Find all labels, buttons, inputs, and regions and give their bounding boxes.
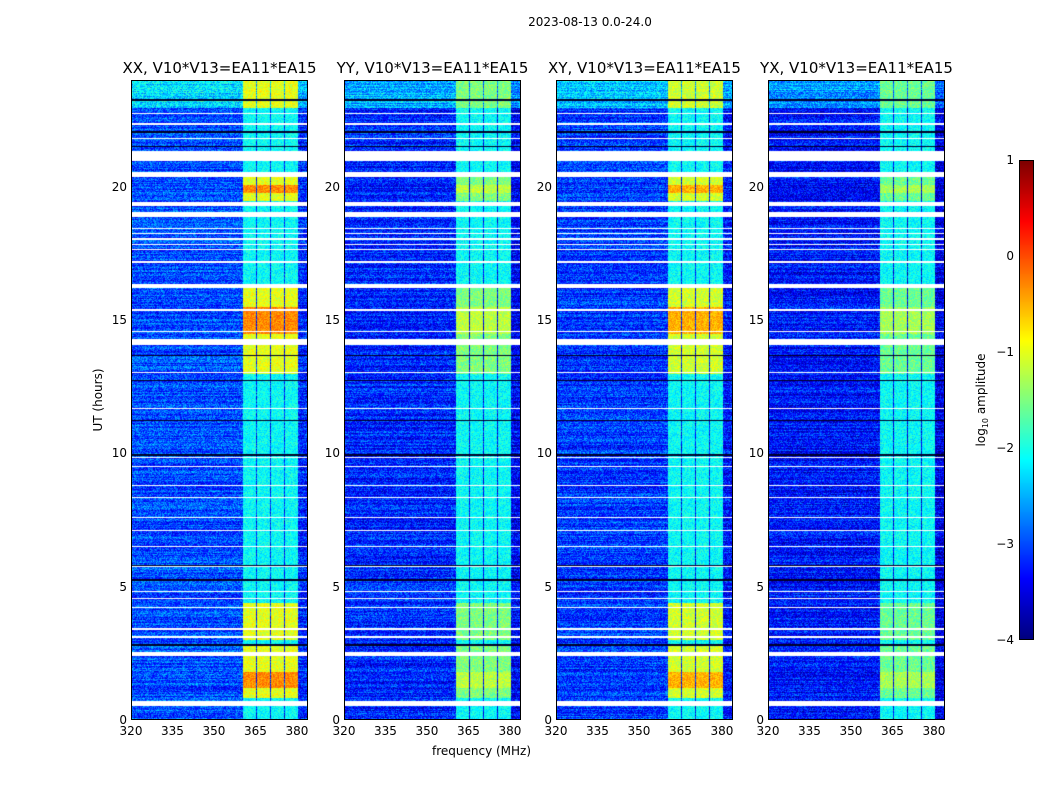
- y-tick-label: 5: [332, 579, 340, 594]
- y-tick-label: 10: [324, 446, 340, 461]
- heatmap-panel: [131, 80, 308, 720]
- x-tick-label: 380: [498, 724, 522, 738]
- x-tick-label: 380: [285, 724, 309, 738]
- y-tick-label: 10: [111, 446, 127, 461]
- x-tick-label: 380: [922, 724, 946, 738]
- heatmap-panel: [556, 80, 733, 720]
- y-tick-label: 15: [536, 313, 552, 327]
- heatmap-cells: [345, 81, 520, 719]
- panel-title: XY, V10*V13=EA11*EA15: [548, 59, 741, 77]
- y-tick-label: 10: [748, 446, 764, 461]
- y-tick-label: 20: [536, 179, 552, 194]
- colorbar-tick-label: 1: [1006, 153, 1014, 167]
- heatmap-cells: [132, 81, 307, 719]
- x-tick-label: 365: [244, 724, 267, 738]
- heatmap-cells: [769, 81, 944, 719]
- y-tick-label: 20: [324, 179, 340, 194]
- colorbar: [1019, 160, 1034, 640]
- x-tick-label: 365: [881, 724, 904, 738]
- heatmap-panel: [768, 80, 945, 720]
- x-tick-label: 320: [544, 724, 568, 738]
- colorbar-tick-label: −4: [996, 633, 1014, 647]
- colorbar-label: log10 amplitude: [973, 353, 991, 447]
- y-tick-label: 15: [748, 313, 764, 327]
- x-axis-label: frequency (MHz): [432, 744, 532, 758]
- y-tick-label: 15: [111, 313, 127, 327]
- y-tick-label: 20: [111, 179, 127, 194]
- y-tick-label: 0: [119, 713, 127, 727]
- heatmap-cells: [557, 81, 732, 719]
- x-tick-label: 335: [798, 724, 821, 738]
- x-tick-label: 320: [119, 724, 143, 738]
- colorbar-tick-label: −1: [996, 345, 1014, 359]
- panel-title: YX, V10*V13=EA11*EA15: [760, 59, 953, 77]
- x-tick-label: 335: [586, 724, 609, 738]
- colorbar-tick-label: −3: [996, 537, 1014, 551]
- y-tick-label: 15: [324, 313, 340, 327]
- y-axis-label: UT (hours): [91, 368, 105, 432]
- colorbar-tick-label: −2: [996, 441, 1014, 455]
- figure-title: 2023-08-13 0.0-24.0: [528, 15, 652, 29]
- x-tick-label: 320: [332, 724, 356, 738]
- x-tick-label: 350: [839, 724, 863, 738]
- x-tick-label: 380: [710, 724, 734, 738]
- x-tick-label: 365: [669, 724, 692, 738]
- y-tick-label: 5: [756, 579, 764, 594]
- y-tick-label: 5: [544, 579, 552, 594]
- y-tick-label: 0: [756, 713, 764, 727]
- x-tick-label: 335: [374, 724, 397, 738]
- x-tick-label: 350: [627, 724, 651, 738]
- y-tick-label: 0: [544, 713, 552, 727]
- panel-title: XX, V10*V13=EA11*EA15: [122, 59, 317, 77]
- x-tick-label: 335: [161, 724, 184, 738]
- x-tick-label: 320: [756, 724, 780, 738]
- panel-title: YY, V10*V13=EA11*EA15: [336, 59, 529, 77]
- heatmap-panel: [344, 80, 521, 720]
- y-tick-label: 5: [119, 579, 127, 594]
- y-tick-label: 20: [748, 179, 764, 194]
- colorbar-tick-label: 0: [1006, 249, 1014, 263]
- y-tick-label: 10: [536, 446, 552, 461]
- x-tick-label: 350: [202, 724, 226, 738]
- x-tick-label: 350: [415, 724, 439, 738]
- y-tick-label: 0: [332, 713, 340, 727]
- x-tick-label: 365: [457, 724, 480, 738]
